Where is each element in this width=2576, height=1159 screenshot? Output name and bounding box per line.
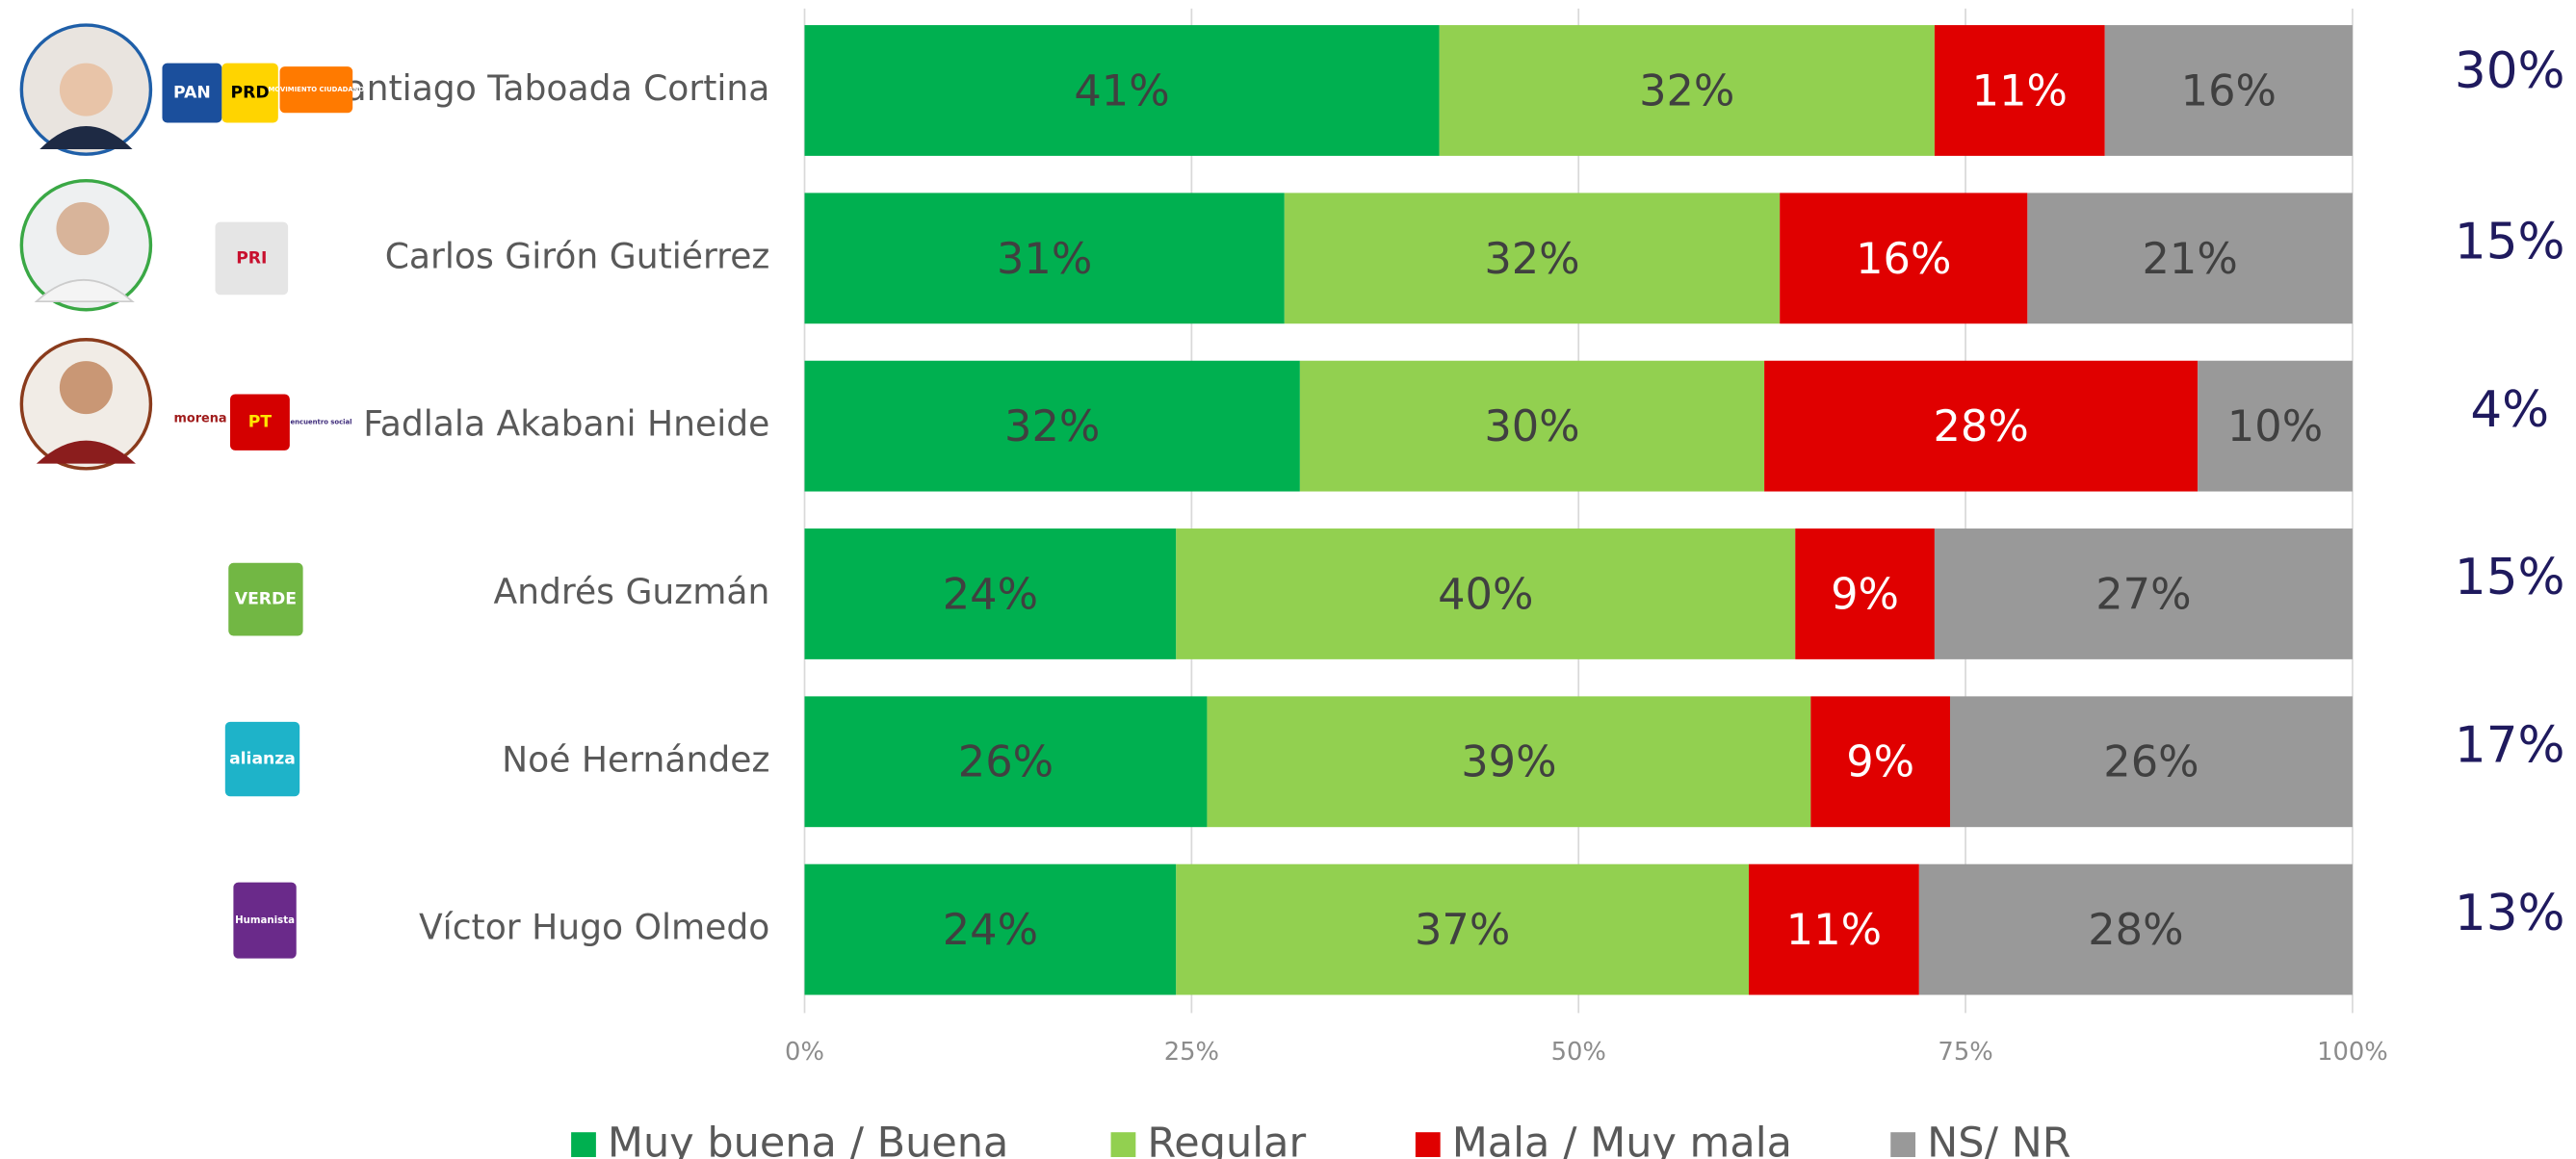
party-logo-text: MOVIMIENTO CIUDADANO	[268, 86, 364, 93]
data-label: 16%	[1856, 234, 1951, 284]
data-label: 30%	[1484, 401, 1579, 451]
legend-label: Regular	[1147, 1119, 1306, 1159]
data-label: 32%	[1639, 65, 1734, 116]
legend-label: Muy buena / Buena	[608, 1119, 1008, 1159]
legend-label: Mala / Muy mala	[1452, 1119, 1792, 1159]
data-label: 32%	[1484, 234, 1579, 284]
data-label: 28%	[2088, 905, 2183, 955]
x-tick-label: 25%	[1164, 1038, 1219, 1067]
data-label: 26%	[958, 737, 1054, 787]
right-value: 15%	[2455, 214, 2565, 271]
party-logo-text: PT	[248, 413, 273, 432]
right-value: 13%	[2455, 885, 2565, 942]
party-logo-text: PRI	[236, 248, 267, 268]
candidate-photo-face	[60, 361, 113, 414]
category-label: Santiago Taboada Cortina	[324, 67, 770, 109]
legend-swatch	[571, 1132, 596, 1157]
x-tick-label: 75%	[1938, 1038, 1992, 1067]
data-label: 37%	[1415, 905, 1510, 955]
data-label: 11%	[1786, 905, 1882, 955]
party-logo-text: PRD	[231, 84, 270, 103]
legend-label: NS/ NR	[1927, 1119, 2071, 1159]
data-label: 39%	[1461, 737, 1556, 787]
photos	[21, 25, 150, 469]
category-label: Fadlala Akabani Hneide	[363, 403, 769, 445]
category-label: Andrés Guzmán	[493, 571, 769, 612]
right-value: 4%	[2470, 381, 2549, 439]
data-label: 41%	[1074, 65, 1169, 116]
data-label: 16%	[2181, 65, 2277, 116]
right-value: 17%	[2455, 717, 2565, 775]
chart: 0% 25% 50% 75% 100% Santiago Taboada Cortina 4…	[0, 0, 2576, 1159]
data-label: 9%	[1831, 569, 1899, 619]
party-logo-text: VERDE	[235, 590, 297, 609]
data-label: 27%	[2095, 569, 2191, 619]
party-logo-text: Humanista	[235, 915, 295, 926]
party-logo-text: morena	[174, 412, 227, 426]
data-label: 32%	[1004, 401, 1100, 451]
party-logo-text: encuentro social	[291, 419, 352, 426]
x-tick-label: 0%	[785, 1038, 824, 1067]
legend-swatch	[1416, 1132, 1441, 1157]
category-label: Carlos Girón Gutiérrez	[385, 235, 770, 276]
legend-swatch	[1890, 1132, 1915, 1157]
party-logo-text: PAN	[173, 84, 211, 103]
data-label: 40%	[1438, 569, 1533, 619]
data-label: 11%	[1972, 65, 2068, 116]
data-label: 9%	[1846, 737, 1914, 787]
category-label: Noé Hernández	[502, 738, 769, 780]
right-value: 15%	[2455, 549, 2565, 606]
data-label: 10%	[2227, 401, 2323, 451]
x-tick-label: 100%	[2317, 1038, 2388, 1067]
data-label: 31%	[997, 234, 1092, 284]
data-label: 26%	[2103, 737, 2199, 787]
party-logo-text: alianza	[229, 750, 296, 769]
data-label: 21%	[2142, 234, 2237, 284]
candidate-photo-face	[60, 64, 113, 116]
data-label: 28%	[1933, 401, 2028, 451]
data-label: 24%	[943, 569, 1038, 619]
data-label: 24%	[943, 905, 1038, 955]
candidate-photo-face	[56, 202, 109, 255]
right-value: 30%	[2455, 42, 2565, 100]
x-tick-label: 50%	[1551, 1038, 1606, 1067]
legend-swatch	[1111, 1132, 1136, 1157]
category-label: Víctor Hugo Olmedo	[419, 907, 769, 948]
